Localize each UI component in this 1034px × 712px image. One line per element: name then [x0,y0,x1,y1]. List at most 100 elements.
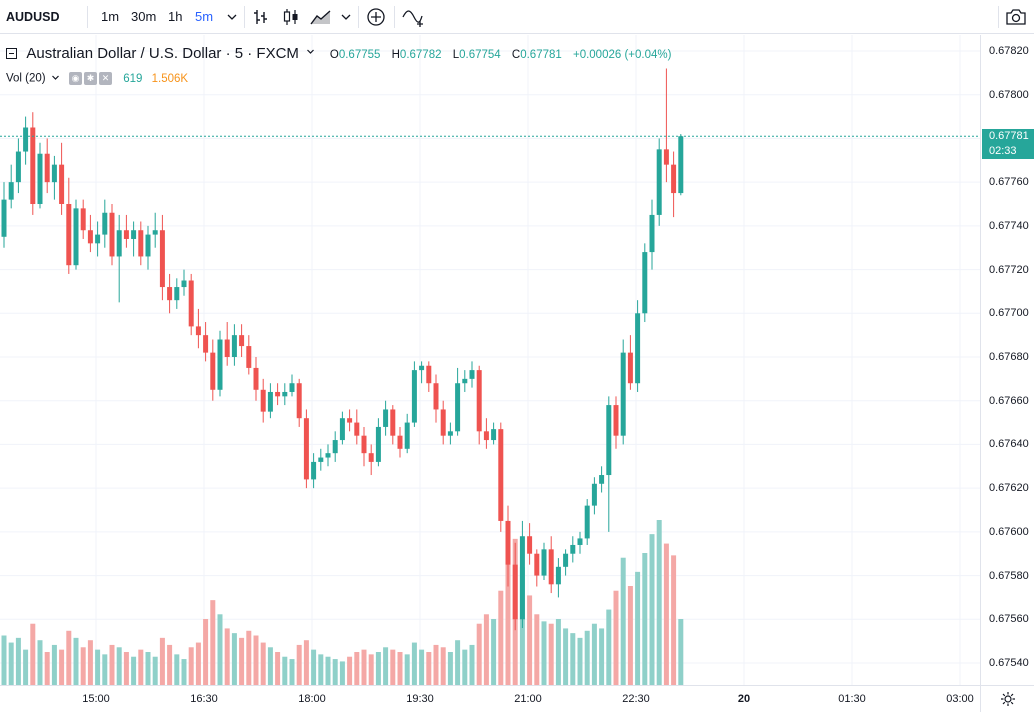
volume-bar [210,600,216,685]
close-value: 0.67781 [520,49,562,61]
candle-body [642,252,648,314]
volume-bar [404,654,410,685]
chart-settings-button[interactable] [980,685,1034,712]
price-tick-label: 0.67580 [989,569,1029,582]
price-tick-label: 0.67720 [989,263,1029,276]
candle-body [491,429,497,441]
candle-body [80,208,86,231]
candle-body [347,418,353,423]
volume-bar [527,595,533,685]
time-tick-label: 19:30 [406,693,434,705]
gear-icon[interactable] [1000,691,1016,707]
camera-icon[interactable] [1004,5,1028,29]
candle-body [217,339,223,390]
price-chart[interactable] [0,35,980,685]
area-chart-icon[interactable] [309,5,333,29]
volume-bar [311,649,317,685]
candle-body [411,370,417,423]
candle-body [131,230,137,239]
candle-body [30,127,36,204]
volume-bar [656,520,662,685]
eye-icon[interactable]: ◉ [69,72,83,85]
volume-bar [73,637,79,685]
volume-bar [462,649,468,685]
candle-body [354,422,360,436]
candle-body [419,365,425,371]
gear-icon[interactable]: ✱ [84,72,98,85]
candle-body [267,391,273,412]
price-tick-label: 0.67740 [989,219,1029,232]
time-tick-label: 03:00 [946,693,974,705]
candle-body [260,389,266,412]
close-icon[interactable]: ✕ [99,72,113,85]
volume-bar [383,647,389,685]
candle-body [231,335,237,357]
candle-body [671,164,677,194]
volume-bar [95,649,101,685]
collapse-legend-icon[interactable] [6,48,17,59]
candle-body [311,461,317,480]
time-tick-label: 15:00 [82,693,110,705]
interval-1m-button[interactable]: 1m [101,9,120,24]
volume-bar [606,609,612,685]
volume-value: 619 [123,72,143,85]
bar-chart-icon[interactable] [249,5,273,29]
volume-bar [282,656,288,685]
price-tick-label: 0.67560 [989,613,1029,626]
candle-body [145,234,151,257]
candle-body [37,153,43,204]
interval-30m-button[interactable]: 30m [131,9,157,24]
indicators-icon[interactable] [402,5,426,29]
candle-body [620,352,626,436]
volume-bar [411,642,417,685]
time-axis[interactable]: 15:00 16:30 18:00 19:30 21:00 22:30 20 01:30 03:… [0,685,980,712]
candle-body [606,405,612,476]
candle-body [383,409,389,427]
volume-bar [131,656,137,685]
volume-bar [23,649,29,685]
candle-body [519,536,525,620]
volume-bar [577,637,583,685]
price-tick-label: 0.67700 [989,307,1029,320]
volume-bar [174,654,180,685]
volume-bar [260,642,266,685]
price-tick-label: 0.67620 [989,482,1029,495]
price-axis[interactable]: 0.678200.678000.677800.677600.677400.677… [980,35,1034,685]
open-value: 0.67755 [338,49,381,61]
volume-bar [649,534,655,685]
price-tick-label: 0.67640 [989,438,1029,451]
toolbar-divider [358,6,359,28]
volume-bar [102,654,108,685]
candle-body [591,483,597,506]
volume-bar [188,647,194,685]
chevron-down-icon[interactable] [51,73,63,85]
last-price-tag: 0.67781 [982,128,1034,144]
compare-plus-icon[interactable] [364,5,388,29]
volume-bar [275,652,281,685]
candle-body [152,230,158,235]
volume-bar [181,659,187,685]
candle-body [296,383,302,419]
volume-bar [620,557,626,685]
candle-body [635,313,641,384]
candle-body [59,164,65,204]
candle-body [138,230,144,257]
chevron-down-icon[interactable] [220,5,244,29]
volume-indicator-label[interactable]: Vol (20) [6,72,46,85]
interval-5m-button[interactable]: 5m [195,9,214,24]
chevron-down-icon[interactable] [306,48,318,59]
volume-bar [599,628,605,685]
candle-body [73,208,79,266]
time-tick-label: 21:00 [514,693,542,705]
candlestick-icon[interactable] [279,5,303,29]
time-tick-label: 22:30 [622,693,650,705]
volume-bar [152,656,158,685]
symbol-title[interactable]: Australian Dollar / U.S. Dollar · 5 · FX… [26,45,299,62]
chevron-down-icon[interactable] [334,5,358,29]
candle-body [116,230,122,257]
symbol-search-button[interactable]: AUDUSD [6,10,60,24]
interval-1h-button[interactable]: 1h [168,9,183,24]
volume-bar [80,647,86,685]
toolbar-divider [998,6,999,28]
candle-body [563,553,569,567]
